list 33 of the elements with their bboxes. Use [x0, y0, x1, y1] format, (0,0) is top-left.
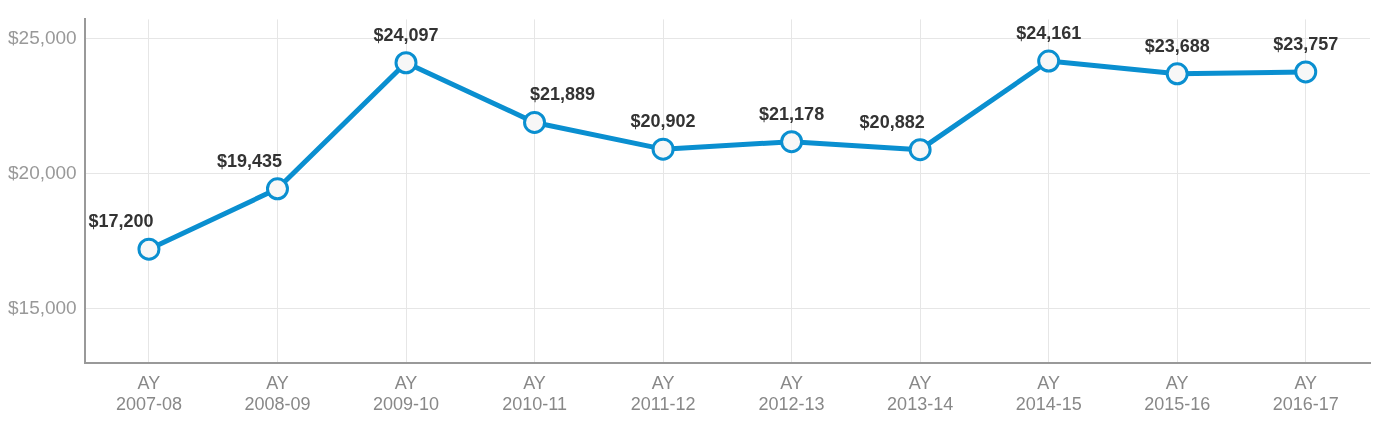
data-label: $21,178 [759, 103, 825, 124]
data-label: $19,435 [216, 150, 283, 171]
x-tick-label: AY 2012-13 [758, 372, 825, 415]
data-label: $20,902 [630, 111, 696, 132]
point [908, 138, 932, 162]
x-tick-label: AY 2009-10 [372, 372, 440, 415]
point [1165, 62, 1189, 86]
x-tick-label: AY 2016-17 [1272, 372, 1339, 415]
x-tick-label: AY 2010-11 [502, 372, 567, 415]
x-tick-label: AY 2011-12 [630, 372, 696, 415]
point [1037, 49, 1061, 73]
data-label: $23,688 [1144, 35, 1210, 56]
data-label: $17,200 [88, 211, 154, 232]
point [137, 237, 161, 261]
point [1294, 60, 1318, 84]
data-label: $20,882 [859, 111, 925, 132]
data-label: $24,097 [373, 24, 439, 45]
data-label: $24,161 [1016, 22, 1082, 43]
point [265, 177, 289, 201]
x-tick-label: AY 2015-16 [1144, 372, 1211, 415]
x-tick-label: AY 2007-08 [115, 372, 182, 415]
point [394, 51, 418, 75]
x-tick-label: AY 2008-09 [244, 372, 311, 415]
point [523, 110, 547, 134]
y-tick-label: $15,000 [7, 296, 77, 318]
data-label: $23,757 [1273, 33, 1339, 54]
y-tick-label: $20,000 [7, 161, 77, 183]
point [780, 130, 804, 154]
point [651, 137, 675, 161]
x-tick-label: AY 2013-14 [887, 372, 954, 415]
y-tick-label: $25,000 [7, 26, 77, 48]
x-tick-label: AY 2014-15 [1015, 372, 1082, 415]
data-label: $21,889 [530, 84, 596, 105]
